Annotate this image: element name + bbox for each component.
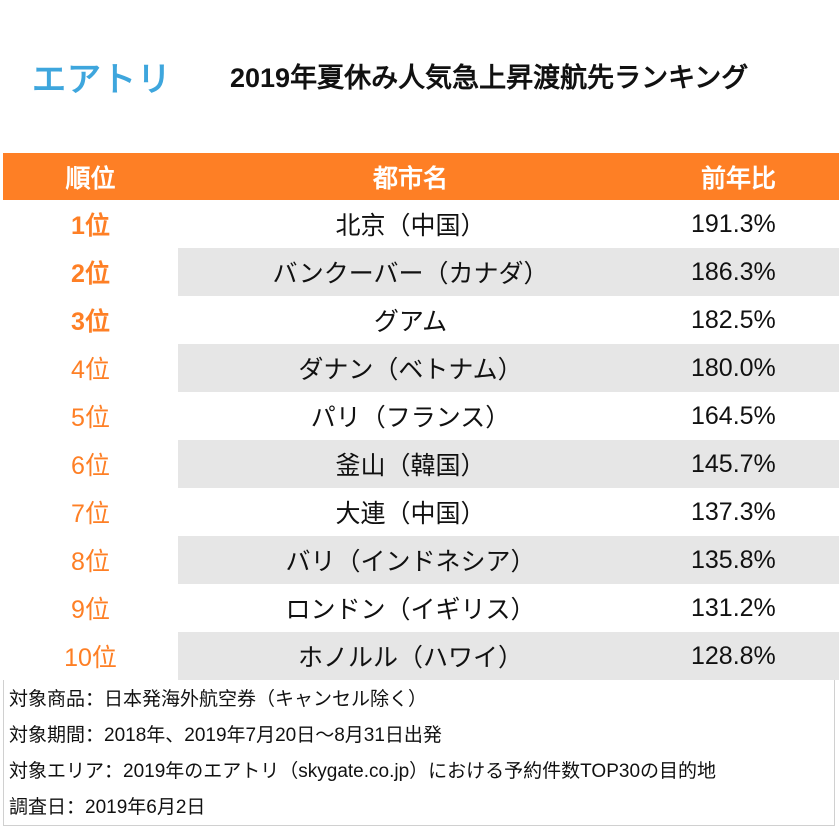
rank-cell: 8位 [71,548,110,576]
city-cell: パリ（フランス） [310,404,511,432]
table-row: 2位 バンクーバー（カナダ） 186.3% [3,248,839,296]
city-cell: バンクーバー（カナダ） [272,260,549,288]
table-row: 7位 大連（中国） 137.3% [3,488,839,536]
rank-cell: 10位 [64,644,117,672]
table-row: 9位 ロンドン（イギリス） 131.2% [3,584,839,632]
ratio-cell: 191.3% [691,209,776,238]
ranking-table: 順位 都市名 前年比 1位 北京（中国） 191.3% 2位 バンクーバー（カナダ） 18… [3,153,839,680]
ratio-cell: 128.8% [691,641,776,670]
ratio-cell: 135.8% [691,545,776,574]
city-cell: グアム [373,308,448,336]
city-cell: ダナン（ベトナム） [298,356,523,384]
table-row: 5位 パリ（フランス） 164.5% [3,392,839,440]
page-title: 2019年夏休み人気急上昇渡航先ランキング [230,63,749,93]
city-cell: ホノルル（ハワイ） [297,644,523,672]
note-period: 対象期間：2018年、2019年7月20日～8月31日出発 [9,725,442,746]
table-row: 8位 バリ（インドネシア） 135.8% [3,536,839,584]
rank-cell: 3位 [71,308,110,336]
ratio-cell: 186.3% [691,257,776,286]
city-cell: ロンドン（イギリス） [285,596,536,624]
ratio-cell: 180.0% [691,353,776,382]
table-row: 4位 ダナン（ベトナム） 180.0% [3,344,839,392]
note-survey-date: 調査日：2019年6月2日 [9,797,206,818]
city-cell: バリ（インドネシア） [285,548,536,576]
table-row: 6位 釜山（韓国） 145.7% [3,440,839,488]
rank-cell: 6位 [71,452,110,480]
rank-cell: 2位 [71,260,110,288]
city-cell: 大連（中国） [335,500,486,528]
table-row: 10位 ホノルル（ハワイ） 128.8% [3,632,839,680]
notes-box: 対象商品：日本発海外航空券（キャンセル除く） 対象期間：2018年、2019年7… [3,680,835,826]
ratio-cell: 131.2% [691,593,776,622]
header-rank: 順位 [65,164,116,193]
header-ratio: 前年比 [701,164,777,193]
rank-cell: 1位 [71,212,110,240]
ratio-cell: 182.5% [691,305,776,334]
header-city: 都市名 [372,164,448,193]
rank-cell: 5位 [71,404,110,432]
ratio-cell: 145.7% [691,449,776,478]
rank-cell: 7位 [71,500,110,528]
table-header: 順位 都市名 前年比 [3,153,839,200]
ratio-cell: 137.3% [691,497,776,526]
table-row: 3位 グアム 182.5% [3,296,839,344]
rank-cell: 9位 [71,596,110,624]
airtrip-logo: エアトリ [32,61,172,99]
city-cell: 北京（中国） [335,212,486,240]
table-row: 1位 北京（中国） 191.3% [3,200,839,248]
city-cell: 釜山（韓国） [335,452,486,480]
note-product: 対象商品：日本発海外航空券（キャンセル除く） [9,689,428,710]
note-area: 対象エリア：2019年のエアトリ（skygate.co.jp）における予約件数T… [9,761,717,782]
rank-cell: 4位 [71,356,110,384]
ratio-cell: 164.5% [691,401,776,430]
